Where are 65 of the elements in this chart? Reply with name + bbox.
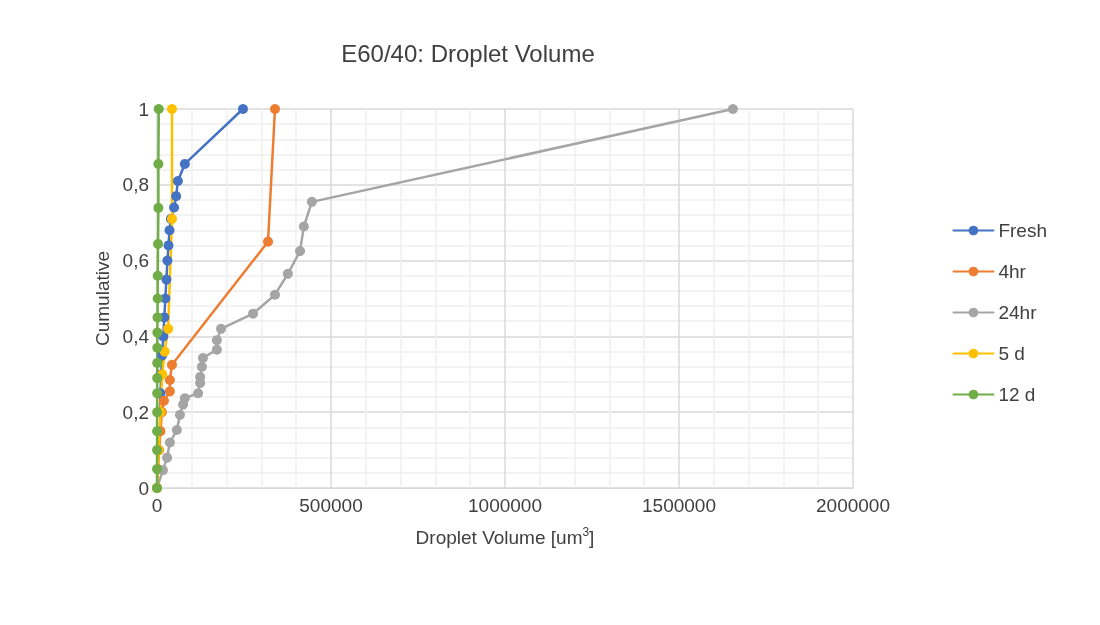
point <box>169 202 180 213</box>
legend-label: 4hr <box>998 261 1027 282</box>
point <box>152 270 163 281</box>
y-tick-label: 1 <box>138 98 149 120</box>
point <box>153 238 164 249</box>
x-tick-label: 500000 <box>299 495 363 516</box>
point <box>211 335 222 346</box>
point <box>153 104 164 114</box>
point <box>152 327 163 338</box>
point <box>152 293 163 304</box>
point <box>163 240 174 251</box>
point <box>152 357 163 368</box>
point <box>174 409 185 420</box>
point <box>159 346 170 357</box>
point <box>197 353 208 363</box>
point <box>298 221 309 232</box>
point <box>248 308 259 319</box>
point <box>162 452 173 463</box>
point <box>171 425 182 436</box>
point <box>164 437 175 448</box>
point <box>295 246 306 257</box>
legend-label: 12 d <box>998 384 1036 405</box>
point <box>172 176 183 187</box>
legend-label: Fresh <box>998 220 1048 241</box>
x-tick-label: 2000000 <box>816 495 890 516</box>
point <box>163 323 174 334</box>
point <box>211 344 222 355</box>
point <box>216 323 227 334</box>
x-tick-label: 1000000 <box>468 495 542 516</box>
y-tick-label: 0,8 <box>122 174 149 196</box>
point <box>152 373 163 384</box>
point <box>164 225 175 236</box>
point <box>164 386 175 397</box>
y-tick-label: 0 <box>138 477 149 499</box>
point <box>166 359 177 370</box>
point <box>164 374 175 385</box>
point <box>171 191 182 202</box>
y-tick-label: 0,2 <box>122 401 149 423</box>
point <box>166 104 177 114</box>
point <box>179 393 190 404</box>
x-tick-label: 1500000 <box>642 495 716 516</box>
chart-title: E60/40: Droplet Volume <box>341 39 595 67</box>
y-axis-title: Cumulative <box>91 250 113 347</box>
legend-label: 5 d <box>998 343 1025 364</box>
point <box>282 268 293 279</box>
point <box>153 158 164 169</box>
point <box>263 236 274 247</box>
point <box>161 274 172 285</box>
point <box>196 361 207 372</box>
point <box>193 388 204 399</box>
point <box>306 196 317 207</box>
point <box>158 395 169 406</box>
legend-label: 24hr <box>998 302 1038 323</box>
y-tick-label: 0,6 <box>122 250 149 272</box>
point <box>152 342 163 353</box>
point <box>153 202 164 213</box>
point <box>152 312 163 323</box>
y-tick-label: 0,4 <box>122 325 150 347</box>
x-tick-label: 0 <box>151 495 163 516</box>
point <box>269 104 280 114</box>
point <box>269 289 280 300</box>
point <box>179 158 190 169</box>
point <box>727 104 738 114</box>
point <box>162 255 173 266</box>
point <box>237 104 248 114</box>
